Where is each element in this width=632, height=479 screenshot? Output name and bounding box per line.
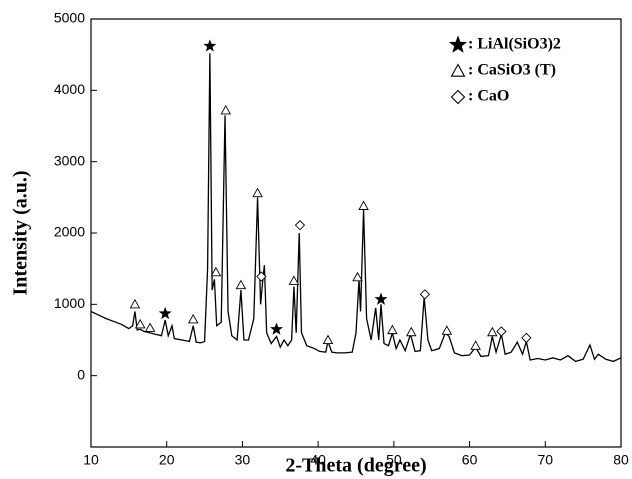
diamond-marker xyxy=(496,326,507,337)
triangle-marker xyxy=(134,318,146,329)
x-axis-label: 2-Theta (degree) xyxy=(285,455,426,477)
x-tick-label: 80 xyxy=(613,452,629,468)
legend-symbol xyxy=(448,35,468,53)
triangle-marker xyxy=(322,334,334,345)
plot-frame xyxy=(90,18,622,448)
y-axis-label: Intensity (a.u.) xyxy=(10,170,32,295)
triangle-marker xyxy=(441,325,453,335)
x-tick-label: 60 xyxy=(462,452,478,468)
diamond-marker xyxy=(419,289,431,300)
triangle-marker xyxy=(387,324,398,335)
x-tick-label: 10 xyxy=(83,452,99,468)
triangle-marker xyxy=(406,326,417,337)
triangle-marker xyxy=(352,271,363,282)
star-marker xyxy=(270,322,283,335)
legend-symbol xyxy=(450,63,466,77)
x-tick-label: 30 xyxy=(235,452,251,468)
pattern-line xyxy=(90,53,622,363)
x-tick-label: 40 xyxy=(310,452,326,468)
triangle-marker xyxy=(358,200,369,210)
diamond-marker xyxy=(256,271,267,282)
triangle-marker xyxy=(220,104,232,115)
legend-label: : LiAl(SiO3)2 xyxy=(468,36,561,53)
triangle-marker xyxy=(252,187,263,198)
triangle-marker xyxy=(470,340,481,350)
legend-label: : CaO xyxy=(468,88,509,105)
legend-symbol xyxy=(450,89,466,105)
y-tick-label: 0 xyxy=(77,366,85,382)
triangle-marker xyxy=(144,322,156,332)
triangle-marker xyxy=(235,279,247,290)
y-tick-label: 3000 xyxy=(54,152,85,168)
y-tick-label: 4000 xyxy=(54,81,85,97)
y-tick-label: 5000 xyxy=(54,10,85,26)
triangle-marker xyxy=(288,275,300,285)
x-tick-label: 50 xyxy=(386,452,402,468)
x-tick-label: 70 xyxy=(537,452,553,468)
triangle-marker xyxy=(187,313,199,324)
y-tick-label: 2000 xyxy=(54,224,85,240)
triangle-marker xyxy=(210,266,222,277)
legend-label: : CaSiO3 (T) xyxy=(468,62,556,79)
triangle-marker xyxy=(487,326,498,337)
diamond-marker xyxy=(521,332,532,343)
y-tick-label: 1000 xyxy=(54,295,85,311)
star-marker xyxy=(203,39,217,52)
star-marker xyxy=(158,306,172,320)
triangle-marker xyxy=(129,298,141,309)
diamond-marker xyxy=(294,220,306,231)
x-tick-label: 20 xyxy=(159,452,175,468)
star-marker xyxy=(374,292,388,305)
